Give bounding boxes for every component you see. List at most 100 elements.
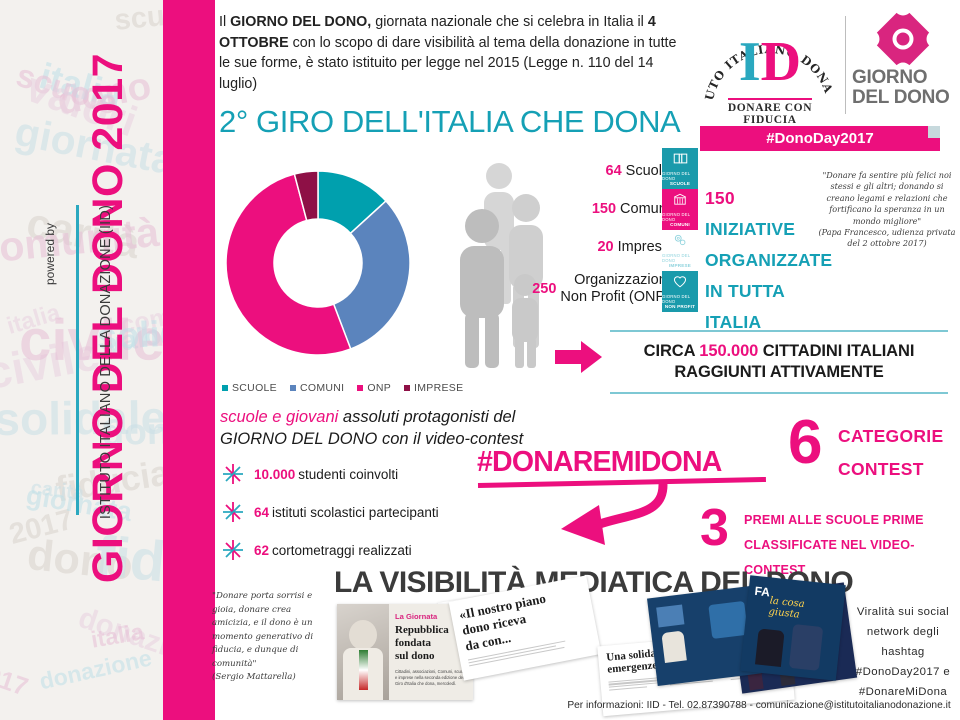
badge-bottom-label: NON PROFIT	[664, 303, 696, 309]
bullet-number: 10.000	[254, 466, 296, 482]
curved-arrow-icon	[561, 483, 668, 545]
six-line1: CATEGORIE	[838, 426, 944, 446]
sidebar-divider-rule	[76, 205, 79, 515]
legend-swatch	[404, 385, 411, 391]
pope-quote-attribution: (Papa Francesco, udienza privata del 2 o…	[818, 227, 956, 249]
circa-divider-bottom	[610, 392, 948, 394]
bullet-row: 62 cortometraggi realizzati	[222, 531, 522, 569]
video-contest-bullets: 10.000 studenti coinvolti 64 istituti scola…	[222, 455, 522, 569]
three-line1: PREMI ALLE SCUOLE PRIME	[744, 513, 924, 527]
gears-icon	[673, 233, 687, 252]
intro-part2: giornata nazionale che si celebra in Ita…	[371, 14, 648, 30]
bullet-number: 62	[254, 542, 270, 558]
donut-chart	[225, 170, 411, 356]
people-silhouettes-icon	[460, 163, 543, 368]
iid-tagline: DONARE CON FIDUCIA	[727, 102, 813, 126]
legend-item: ONP	[357, 382, 391, 394]
mattarella-quote-attribution: (Sergio Mattarella)	[212, 672, 296, 682]
lead-pink: scuole e giovani	[220, 408, 339, 426]
gdd-line1: GIORNO	[852, 67, 928, 88]
iid-logo: ISTITUTO ITALIANO DONAZIONE ID DONARE CO…	[700, 10, 840, 126]
circa-divider-top	[610, 330, 948, 332]
stat-label: Organizzazioni Non Profit (ONP)	[560, 272, 670, 305]
three-labels: PREMI ALLE SCUOLE PRIME CLASSIFICATE NEL…	[744, 508, 960, 583]
video-contest-lead: scuole e giovani assoluti protagonisti d…	[220, 406, 550, 450]
badge-bottom-label: COMUNI	[670, 221, 690, 227]
mattarella-quote: "Donare porta sorrisi e gioia, donare cr…	[212, 590, 332, 685]
sidebar-pink-bar	[163, 0, 215, 720]
viralita-text: Viralità sui social network degli hashta…	[855, 606, 951, 698]
intro-bold2: 4 OTTOBRE	[219, 14, 656, 51]
pope-quote: "Donare fa sentire più felici noi stessi…	[818, 170, 956, 250]
right-arrow-icon	[555, 341, 602, 373]
six-labels: CATEGORIE CONTEST	[838, 420, 943, 486]
asterisk-icon	[222, 539, 244, 561]
six-line2: CONTEST	[838, 459, 924, 479]
bank-icon	[673, 193, 687, 211]
circa-pre: CIRCA	[643, 342, 700, 360]
gdd-line2: DEL DONO	[852, 87, 950, 108]
intro-part1: Il	[219, 14, 231, 30]
powered-by-label: powered by	[43, 222, 57, 286]
lead-rest: assoluti protagonisti del	[338, 408, 516, 426]
pope-quote-text: "Donare fa sentire più felici noi stessi…	[822, 170, 952, 226]
legend-item: IMPRESE	[404, 382, 463, 394]
badge-bottom-label: SCUOLE	[669, 180, 691, 186]
stat-label: Comuni	[620, 200, 670, 217]
stat-label: Scuole	[625, 162, 670, 179]
donut-slice-comuni	[332, 199, 411, 350]
footer-contact: Per informazioni: IID - Tel. 02.87390788…	[567, 700, 951, 711]
iniziative-block: 150 INIZIATIVE ORGANIZZATE IN TUTTA ITAL…	[705, 183, 833, 338]
legend-label: IMPRESE	[414, 382, 464, 394]
stat-row: 64 Scuole	[490, 152, 670, 190]
bullet-label: cortometraggi realizzati	[272, 542, 412, 558]
iid-divider	[728, 98, 812, 100]
asterisk-icon	[222, 501, 244, 523]
legend-label: SCUOLE	[232, 382, 277, 394]
press-photo-fa-cosa-giusta: FA la cosa giusta	[740, 575, 846, 681]
badge-top-label: GIORNO DEL DONO	[662, 170, 691, 181]
iid-circular-text: ISTITUTO ITALIANO DONAZIONE	[704, 14, 835, 102]
legend-label: COMUNI	[299, 382, 345, 394]
stat-number: 150	[591, 200, 617, 217]
circa-block: CIRCA 150.000 CITTADINI ITALIANI RAGGIUN…	[610, 341, 948, 383]
legend-item: COMUNI	[289, 382, 345, 394]
legend-swatch	[222, 385, 228, 391]
category-badge-comuni: GIORNO DEL DONO COMUNI	[662, 189, 698, 230]
three-number: 3	[700, 499, 729, 557]
stat-row: 20 Imprese	[490, 228, 670, 266]
badge-top-label: GIORNO DEL DONO	[662, 293, 691, 304]
badge-bottom-label: IMPRESE	[668, 263, 692, 268]
chart-legend: SCUOLE COMUNI ONP IMPRESE	[222, 382, 463, 394]
legend-label: ONP	[367, 382, 392, 394]
category-badges: GIORNO DEL DONO SCUOLE GIORNO DEL DONO COMU…	[662, 148, 698, 312]
stats-list: 64 Scuole 150 Comuni 20 Imprese 250 Organizzazi…	[490, 152, 670, 312]
category-badge-scuole: GIORNO DEL DONO SCUOLE	[662, 148, 698, 189]
asterisk-icon	[222, 463, 244, 485]
donoday-hashtag-label: #DonoDay2017	[766, 130, 874, 147]
donut-slice-onp	[225, 173, 352, 356]
bullet-text: 10.000 studenti coinvolti	[254, 467, 398, 482]
bullet-text: 64 istituti scolastici partecipanti	[254, 505, 439, 520]
donut-slice-imprese	[293, 170, 319, 222]
legend-swatch	[357, 385, 364, 391]
stat-number: 64	[605, 162, 622, 179]
legend-swatch	[289, 385, 296, 391]
legend-item: SCUOLE	[222, 382, 277, 394]
donoday-hashtag-bar: #DonoDay2017	[700, 126, 940, 151]
iid-monogram: ID	[738, 31, 802, 93]
intro-part3: con lo scopo di dare visibilità al tema …	[219, 34, 677, 92]
organization-label: ISTITUTO ITALIANO DELLA DONAZIONE (IID)	[98, 204, 114, 520]
logo-block: ISTITUTO ITALIANO DONAZIONE ID DONARE CO…	[700, 8, 952, 158]
circa-post: CITTADINI ITALIANI	[758, 342, 915, 360]
bullet-label: studenti coinvolti	[298, 466, 399, 482]
stat-number: 250	[532, 280, 557, 297]
three-line2: CLASSIFICATE NEL VIDEO-CONTEST	[744, 538, 915, 577]
circa-number: 150.000	[699, 342, 759, 360]
iniziative-line2: ORGANIZZATE	[705, 250, 833, 270]
wordcloud-term: 2017	[0, 657, 31, 703]
giorno-del-dono-logo: GIORNO DEL DONO	[852, 10, 952, 120]
circa-line2: RAGGIUNTI ATTIVAMENTE	[674, 363, 884, 381]
mattarella-quote-text: "Donare porta sorrisi e gioia, donare cr…	[212, 591, 314, 669]
